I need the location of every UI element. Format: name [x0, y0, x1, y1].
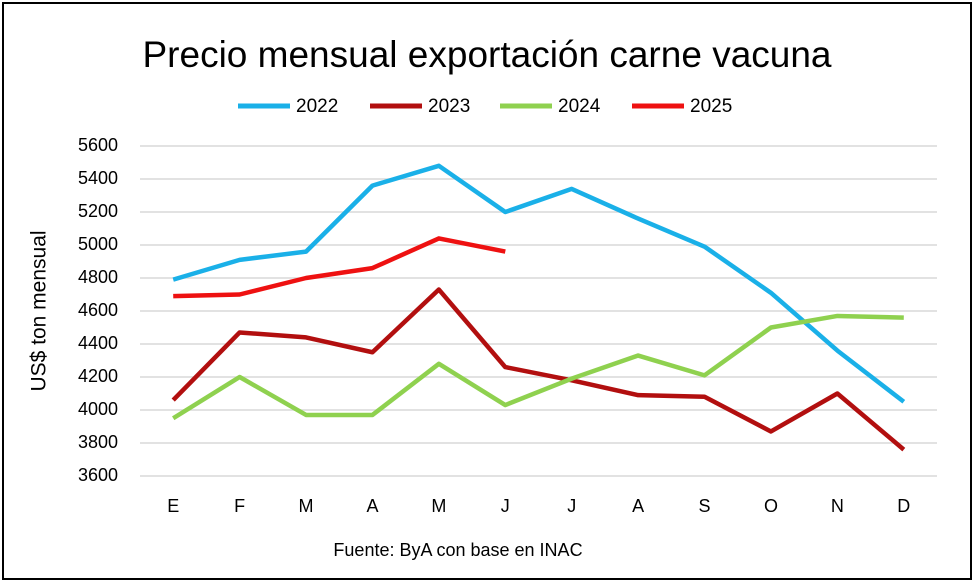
x-tick-label: M	[431, 496, 446, 516]
source-note: Fuente: ByA con base en INAC	[333, 540, 582, 560]
legend-label: 2024	[558, 96, 601, 117]
series-line	[173, 236, 506, 299]
x-tick-label: O	[764, 496, 778, 516]
y-tick-label: 4800	[78, 267, 118, 287]
legend-label: 2025	[690, 96, 732, 117]
frame	[2, 2, 972, 580]
x-tick-label: S	[699, 496, 711, 516]
y-tick-label: 5200	[78, 201, 118, 221]
y-axis-label: US$ ton mensual	[28, 230, 51, 391]
series-line	[171, 287, 906, 452]
y-tick-label: 5400	[78, 168, 118, 188]
y-tick-label: 3600	[78, 465, 118, 485]
y-tick-label: 4200	[78, 366, 118, 386]
x-tick-label: J	[501, 496, 510, 516]
series-line	[172, 163, 906, 404]
x-tick-label: E	[167, 496, 179, 516]
legend-label: 2022	[296, 96, 338, 117]
x-tick-label: N	[831, 496, 844, 516]
y-tick-label: 4000	[78, 399, 118, 419]
x-tick-label: J	[567, 496, 576, 516]
x-tick-label: M	[299, 496, 314, 516]
x-tick-label: F	[234, 496, 245, 516]
series-line	[172, 313, 904, 421]
legend-label: 2023	[428, 96, 470, 117]
y-tick-label: 5000	[78, 234, 118, 254]
y-tick-label: 4600	[78, 300, 118, 320]
y-tick-label: 4400	[78, 333, 118, 353]
y-tick-label: 5600	[78, 135, 118, 155]
chart-title: Precio mensual exportación carne vacuna	[143, 34, 832, 75]
x-tick-label: D	[897, 496, 910, 516]
x-tick-label: A	[632, 496, 644, 516]
y-tick-label: 3800	[78, 432, 118, 452]
x-tick-label: A	[366, 496, 378, 516]
